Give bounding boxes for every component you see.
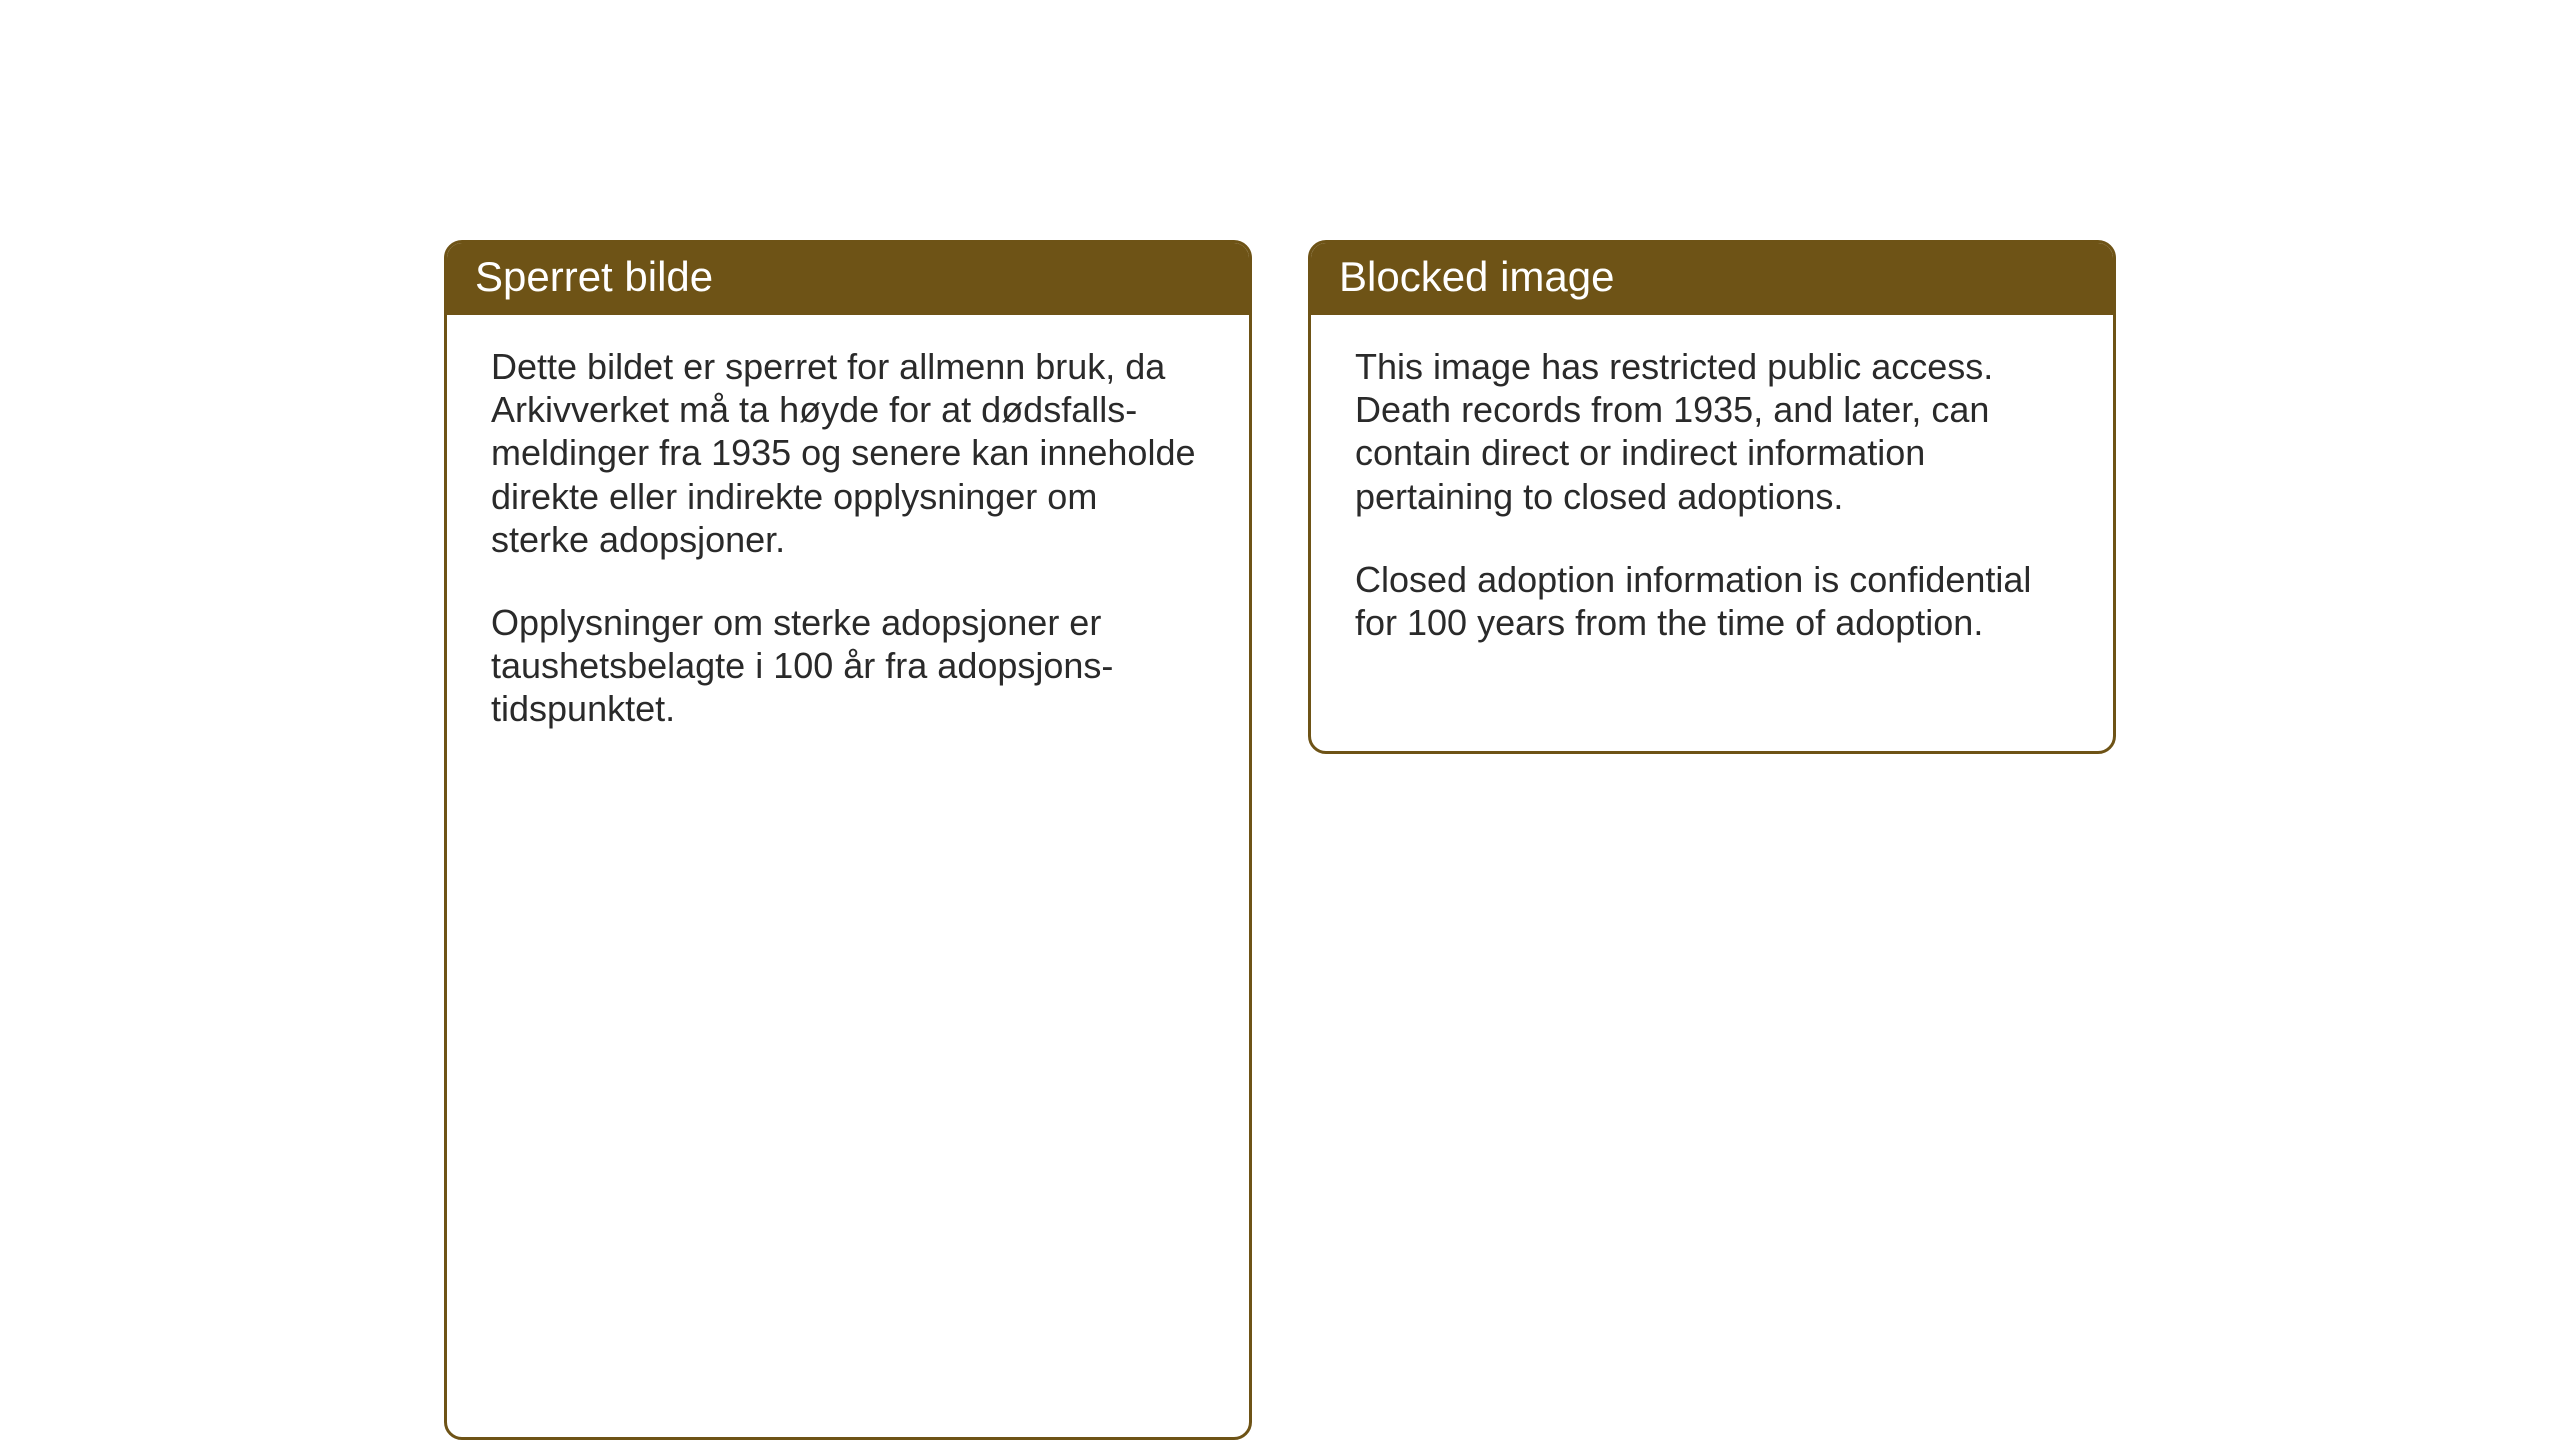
card-paragraph-english-2: Closed adoption information is confident… [1355,558,2069,644]
card-body-english: This image has restricted public access.… [1311,315,2113,684]
card-title-english: Blocked image [1339,253,1614,300]
card-header-norwegian: Sperret bilde [447,243,1249,315]
card-paragraph-norwegian-1: Dette bildet er sperret for allmenn bruk… [491,345,1205,561]
notice-card-norwegian: Sperret bilde Dette bildet er sperret fo… [444,240,1252,1440]
card-paragraph-norwegian-2: Opplysninger om sterke adopsjoner er tau… [491,601,1205,731]
card-body-norwegian: Dette bildet er sperret for allmenn bruk… [447,315,1249,771]
notice-container: Sperret bilde Dette bildet er sperret fo… [444,240,2116,1440]
card-paragraph-english-1: This image has restricted public access.… [1355,345,2069,518]
notice-card-english: Blocked image This image has restricted … [1308,240,2116,754]
card-header-english: Blocked image [1311,243,2113,315]
card-title-norwegian: Sperret bilde [475,253,713,300]
